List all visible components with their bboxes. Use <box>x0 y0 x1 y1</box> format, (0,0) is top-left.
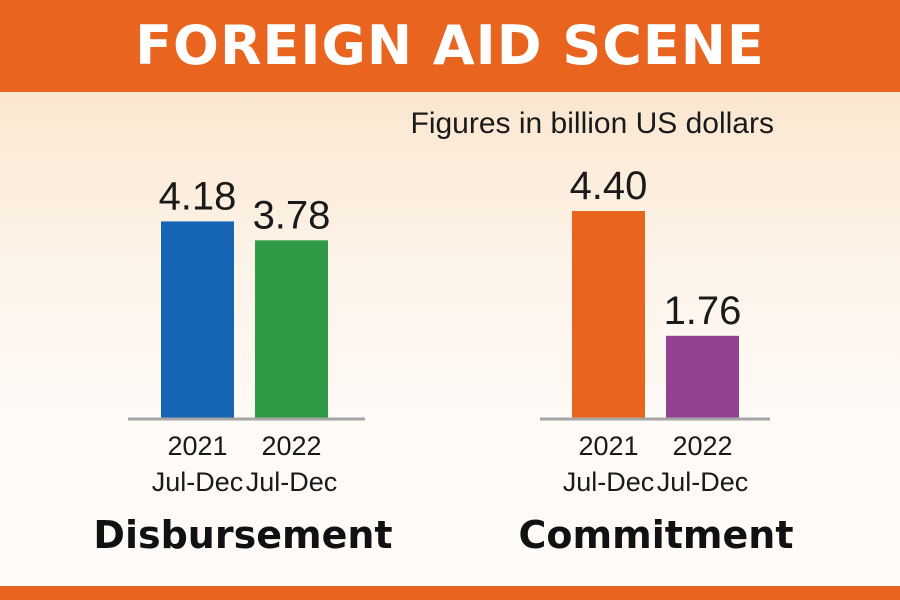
commitment-tick-label-2-line-1: 2022 <box>672 431 732 461</box>
title-banner: FOREIGN AID SCENE <box>0 0 900 92</box>
disbursement-title: Disbursement <box>93 513 392 557</box>
disbursement-bar-1 <box>161 221 234 419</box>
disbursement-value-label-2: 3.78 <box>253 193 331 237</box>
disbursement-tick-label-2-line-1: 2022 <box>261 431 321 461</box>
commitment-title: Commitment <box>519 513 794 557</box>
disbursement-chart: 4.18 2021 Jul-Dec 3.78 2022 Jul-Dec Disburseme… <box>93 174 392 557</box>
footer-bar <box>0 586 900 600</box>
commitment-tick-label-1-line-1: 2021 <box>578 431 638 461</box>
disbursement-value-label-1: 4.18 <box>159 174 237 218</box>
commitment-value-label-1: 4.40 <box>570 164 648 208</box>
disbursement-bar-2 <box>255 240 328 419</box>
commitment-tick-label-2-line-2: Jul-Dec <box>657 467 749 497</box>
chart-title: FOREIGN AID SCENE <box>135 14 765 77</box>
disbursement-tick-label-2-line-2: Jul-Dec <box>246 467 338 497</box>
commitment-bar-2 <box>666 335 739 419</box>
disbursement-tick-label-1-line-1: 2021 <box>167 431 227 461</box>
commitment-chart: 4.40 2021 Jul-Dec 1.76 2022 Jul-Dec Commitment <box>519 164 794 557</box>
commitment-bar-1 <box>572 211 645 419</box>
chart-subtitle: Figures in billion US dollars <box>411 107 775 140</box>
commitment-tick-label-1-line-2: Jul-Dec <box>563 467 655 497</box>
disbursement-tick-label-1-line-2: Jul-Dec <box>152 467 244 497</box>
commitment-value-label-2: 1.76 <box>664 289 742 333</box>
